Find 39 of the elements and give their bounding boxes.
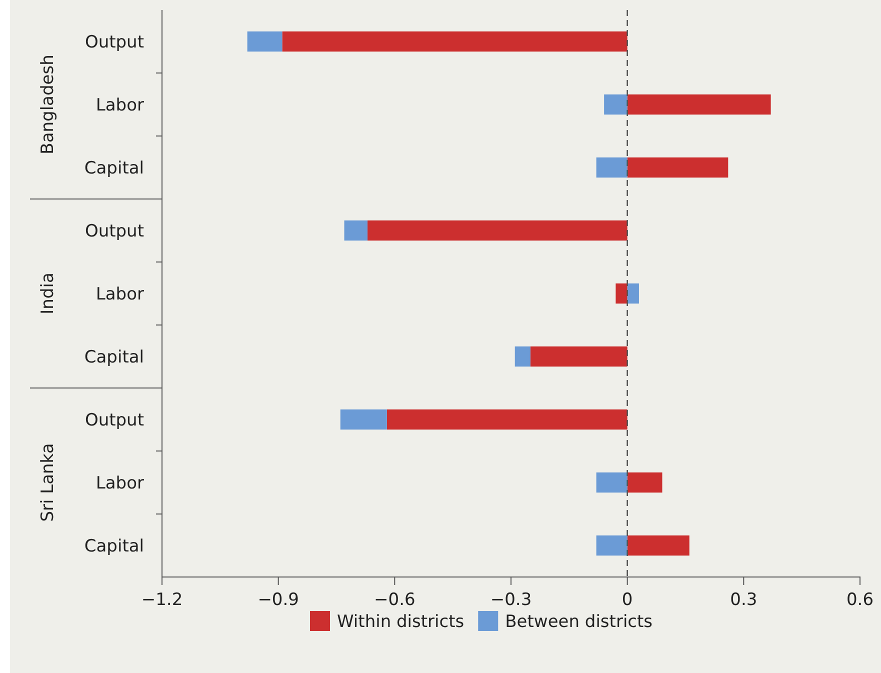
y-tick-label: Labor — [96, 473, 144, 494]
bar — [368, 220, 628, 241]
bar — [344, 220, 368, 241]
y-tick-label: Capital — [84, 536, 144, 556]
x-tick-label: −1.2 — [141, 590, 183, 610]
x-tick-label: 0.3 — [730, 590, 758, 610]
bar — [596, 472, 628, 493]
x-tick-label: 0.6 — [846, 590, 874, 610]
x-tick-label: −0.6 — [374, 590, 416, 610]
bar — [627, 472, 662, 493]
bar — [247, 31, 282, 52]
bar — [514, 346, 530, 367]
legend-label: Between districts — [505, 612, 653, 632]
y-tick-label: Capital — [84, 158, 144, 178]
x-tick-label: −0.9 — [258, 590, 299, 610]
y-tick-label: Labor — [96, 95, 144, 116]
bar — [340, 409, 387, 430]
text: India — [38, 272, 58, 314]
bar — [596, 535, 628, 556]
y-tick-label: Capital — [84, 347, 144, 368]
bar — [627, 94, 771, 115]
x-tick-label: 0 — [622, 590, 633, 610]
text: Sri Lanka — [38, 443, 58, 522]
bar — [616, 283, 628, 304]
bar — [627, 283, 639, 304]
bar — [282, 31, 628, 52]
y-tick-label: Labor — [96, 284, 144, 304]
bar — [386, 409, 628, 430]
bar — [530, 346, 628, 367]
legend-label: Within districts — [337, 612, 464, 632]
bar — [604, 94, 628, 115]
y-tick-label: Output — [84, 410, 144, 430]
y-tick-label: Output — [84, 221, 144, 242]
bar — [627, 157, 728, 178]
x-tick-label: −0.3 — [490, 590, 532, 610]
y-tick-label: Output — [84, 32, 144, 52]
text: Bangladesh — [38, 54, 58, 154]
bar — [596, 157, 628, 178]
bar — [627, 535, 690, 556]
